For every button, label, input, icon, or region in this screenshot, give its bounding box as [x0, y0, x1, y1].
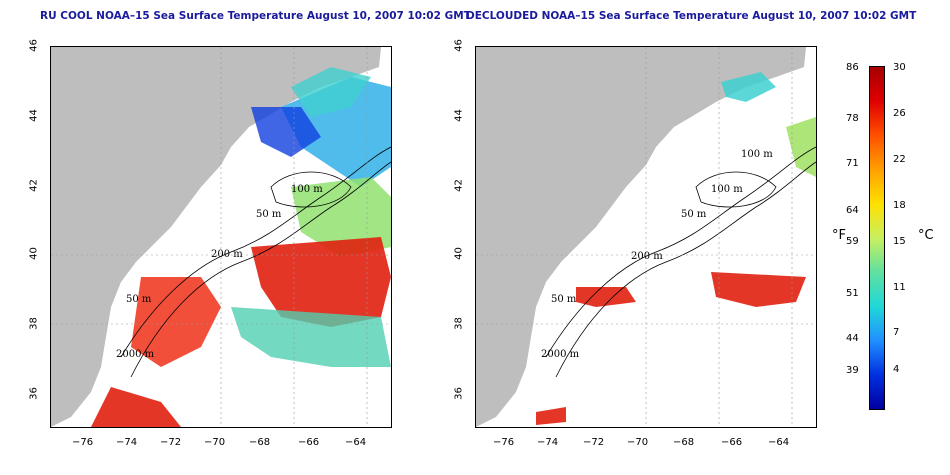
- longitude-tick-label: −74: [116, 437, 138, 448]
- colorbar-celsius-tick: 4: [893, 364, 900, 375]
- latitude-tick-label: 40: [28, 247, 40, 260]
- colorbar-fahrenheit-tick: 78: [846, 113, 859, 124]
- bathymetry-contour: [545, 146, 816, 358]
- latitude-tick-label: 38: [28, 317, 40, 330]
- bathymetry-contour: [555, 161, 816, 378]
- contour-label: 2000 m: [541, 349, 580, 360]
- colorbar-fahrenheit-tick: 71: [846, 158, 859, 169]
- land-mass: [51, 47, 381, 427]
- mid-temp-region: [291, 177, 391, 257]
- longitude-tick-label: −68: [249, 437, 271, 448]
- cool-water-region: [721, 72, 776, 102]
- colorbar-celsius-tick: 22: [893, 154, 906, 165]
- warm-region: [711, 272, 806, 307]
- celsius-unit-label: °C: [918, 228, 934, 243]
- colorbar-fahrenheit-tick: 64: [846, 205, 859, 216]
- longitude-tick-label: −70: [627, 437, 649, 448]
- cold-patch: [251, 107, 321, 157]
- mid-temp-region: [786, 117, 816, 177]
- latitude-tick-label: 42: [453, 179, 465, 192]
- right-sst-map: 100 m 100 m 50 m 200 m 50 m 2000 m: [475, 46, 817, 428]
- latitude-tick-label: 38: [453, 317, 465, 330]
- colorbar-celsius-tick: 7: [893, 327, 900, 338]
- contour-label: 2000 m: [116, 349, 155, 360]
- longitude-tick-label: −66: [298, 437, 320, 448]
- bathymetry-contour: [120, 146, 391, 358]
- contour-label: 50 m: [126, 294, 152, 305]
- contour-label: 200 m: [631, 251, 663, 262]
- colorbar-fahrenheit-tick: 44: [846, 333, 859, 344]
- longitude-tick-label: −72: [583, 437, 605, 448]
- warm-region: [131, 277, 221, 367]
- colorbar-fahrenheit-tick: 86: [846, 62, 859, 73]
- longitude-tick-label: −70: [204, 437, 226, 448]
- longitude-tick-label: −72: [160, 437, 182, 448]
- longitude-tick-label: −74: [537, 437, 559, 448]
- warm-region: [536, 407, 566, 425]
- warm-region: [576, 287, 636, 307]
- longitude-tick-label: −76: [72, 437, 94, 448]
- cool-water-region: [291, 67, 371, 117]
- latitude-tick-label: 44: [28, 109, 40, 122]
- warm-region: [91, 387, 181, 427]
- warm-region: [251, 237, 391, 327]
- right-map-title: DECLOUDED NOAA–15 Sea Surface Temperatur…: [466, 10, 917, 22]
- latitude-tick-label: 42: [28, 179, 40, 192]
- latitude-tick-label: 46: [28, 39, 40, 52]
- contour-label: 50 m: [551, 294, 577, 305]
- fahrenheit-unit-label: °F: [832, 228, 846, 243]
- lat-lon-grid: [476, 47, 816, 427]
- latitude-tick-label: 46: [453, 39, 465, 52]
- colorbar-celsius-tick: 15: [893, 236, 906, 247]
- contour-label: 200 m: [211, 249, 243, 260]
- longitude-tick-label: −64: [768, 437, 790, 448]
- colorbar-celsius-tick: 26: [893, 108, 906, 119]
- longitude-tick-label: −66: [721, 437, 743, 448]
- bathymetry-contour: [130, 161, 391, 378]
- colorbar-fahrenheit-tick: 51: [846, 288, 859, 299]
- longitude-tick-label: −64: [345, 437, 367, 448]
- colorbar-celsius-tick: 18: [893, 200, 906, 211]
- lat-lon-grid: [51, 47, 391, 427]
- contour-label: 100 m: [291, 184, 323, 195]
- longitude-tick-label: −68: [673, 437, 695, 448]
- colorbar-fahrenheit-tick: 39: [846, 365, 859, 376]
- contour-label: 50 m: [681, 209, 707, 220]
- contour-label: 100 m: [711, 184, 743, 195]
- latitude-tick-label: 40: [453, 247, 465, 260]
- latitude-tick-label: 36: [28, 387, 40, 400]
- bathymetry-contour: [270, 171, 352, 208]
- land-mass: [476, 47, 806, 427]
- latitude-tick-label: 36: [453, 387, 465, 400]
- bathymetry-contour: [695, 171, 777, 208]
- left-map-graphic: 100 m 50 m 200 m 50 m 2000 m: [51, 47, 391, 427]
- right-map-graphic: 100 m 100 m 50 m 200 m 50 m 2000 m: [476, 47, 816, 427]
- contour-label: 50 m: [256, 209, 282, 220]
- left-sst-map: 100 m 50 m 200 m 50 m 2000 m: [50, 46, 392, 428]
- latitude-tick-label: 44: [453, 109, 465, 122]
- longitude-tick-label: −76: [493, 437, 515, 448]
- colorbar-celsius-tick: 30: [893, 62, 906, 73]
- colorbar-fahrenheit-tick: 59: [846, 236, 859, 247]
- mixed-region: [231, 307, 391, 367]
- colorbar-celsius-tick: 11: [893, 282, 906, 293]
- contour-label: 100 m: [741, 149, 773, 160]
- left-map-title: RU COOL NOAA–15 Sea Surface Temperature …: [40, 10, 471, 22]
- temperature-colorbar: [869, 66, 885, 410]
